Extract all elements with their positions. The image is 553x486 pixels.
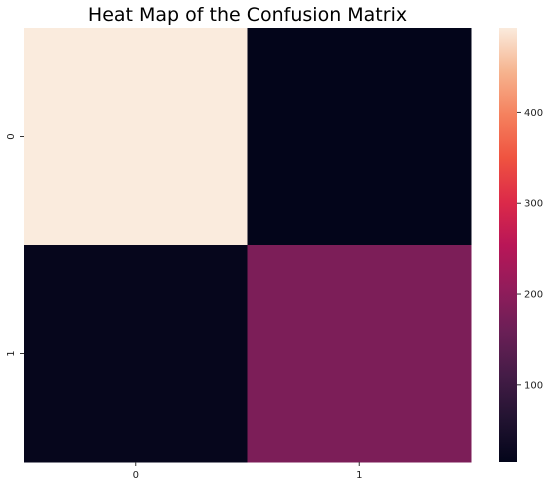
heatmap-cell-0-1 [247, 28, 472, 246]
x-tick-label: 1 [356, 470, 362, 481]
heatmap-cells [24, 28, 472, 463]
heatmap-cell-1-0 [24, 245, 248, 463]
colorbar-tick-label: 300 [524, 199, 543, 210]
y-tick-label: 1 [6, 350, 17, 356]
heatmap-cell-1-1 [247, 245, 472, 463]
colorbar-tick-label: 100 [524, 380, 543, 391]
colorbar-gradient [499, 28, 517, 462]
chart-title: Heat Map of the Confusion Matrix [87, 4, 408, 26]
y-axis: 01 [6, 133, 24, 357]
heatmap-cell-0-0 [24, 28, 248, 246]
colorbar-tick-label: 200 [524, 290, 543, 301]
colorbar-tick-label: 400 [524, 108, 543, 119]
colorbar: 100 200 300 400 [499, 28, 543, 462]
x-tick-label: 0 [133, 470, 139, 481]
y-tick-label: 0 [6, 133, 17, 139]
